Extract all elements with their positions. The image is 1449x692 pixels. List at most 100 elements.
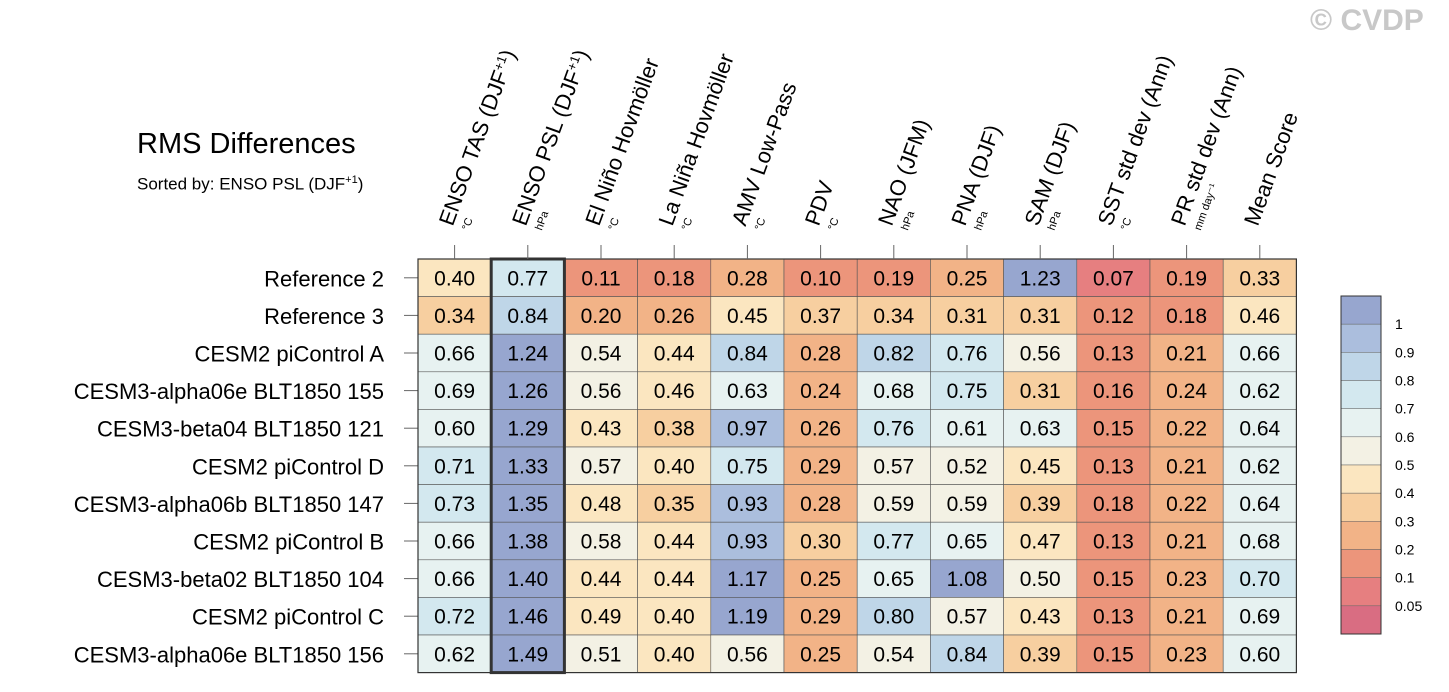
cell-value: 0.25 [800,643,841,666]
cell-value: 0.18 [654,267,695,290]
column-unit: °C [826,216,842,232]
cell-value: 0.28 [727,267,768,290]
cell-value: 0.56 [1020,343,1061,366]
cell-value: 0.12 [1093,305,1134,328]
heatmap-cell [783,258,858,297]
heatmap-cell [564,484,638,523]
colorbar-segment [1340,380,1382,409]
colorbar-segment [1340,295,1382,325]
cell-value: 0.10 [800,267,841,290]
heatmap-cell [1003,371,1078,410]
cell-value: 1.26 [507,380,548,403]
cell-value: 0.16 [1093,380,1134,403]
cell-value: 0.34 [873,305,914,328]
heatmap-cell [856,559,931,598]
heatmap-cell [417,484,492,523]
cell-value: 0.31 [947,305,988,328]
colorbar-segment [1340,436,1382,466]
colorbar-segment [1340,352,1382,381]
cell-value: 0.66 [434,343,475,366]
cell-value: 0.44 [654,568,695,591]
cell-value: 0.68 [873,380,914,403]
heatmap-cell [490,409,565,448]
heatmap-cell [490,446,565,485]
heatmap-cell [1222,559,1297,598]
heatmap-cell [1003,634,1078,673]
colorbar-segment [1340,492,1382,522]
cell-value: 0.84 [727,343,768,366]
heatmap-cell [710,597,785,636]
cell-value: 0.80 [873,606,914,629]
row-label: CESM2 piControl D [192,454,384,479]
heatmap-cell [564,333,638,373]
cell-value: 0.54 [873,643,914,666]
cell-value: 0.23 [1166,643,1207,666]
heatmap-cell [930,597,1004,636]
colorbar-border [1340,295,1382,635]
cell-value: 0.76 [873,418,914,441]
cell-value: 1.29 [507,418,548,441]
column-label: ENSO TAS (DJF+1) [434,46,521,229]
cell-value: 0.45 [727,305,768,328]
heatmap-cell [930,371,1004,410]
cell-value: 0.69 [1239,606,1280,629]
cell-value: 0.66 [1239,343,1280,366]
heatmap-cell [1222,258,1297,297]
heatmap-cell [564,597,638,636]
cell-value: 0.22 [1166,418,1207,441]
heatmap-cell [1076,333,1151,373]
cell-value: 0.26 [654,305,695,328]
cell-value: 0.21 [1166,343,1207,366]
heatmap-cell [1149,559,1224,598]
heatmap-cell [783,296,858,335]
cell-value: 0.77 [507,267,548,290]
heatmap-cell [856,597,931,636]
cell-value: 0.59 [873,493,914,516]
heatmap-cell [1076,258,1151,297]
cell-value: 0.56 [581,380,622,403]
cell-value: 0.23 [1166,568,1207,591]
heatmap-cell [783,371,858,410]
cell-value: 0.82 [873,343,914,366]
cell-value: 0.44 [654,531,695,554]
cell-value: 0.31 [1020,305,1061,328]
row-label: CESM2 piControl C [192,605,384,630]
heatmap-cell [1222,296,1297,335]
heatmap-cell [1003,484,1078,523]
colorbar-label: 0.3 [1395,513,1415,529]
cell-value: 0.21 [1166,455,1207,478]
cell-value: 0.46 [1239,305,1280,328]
colorbar-segment [1340,577,1382,607]
heatmap-cell [930,559,1004,598]
cell-value: 1.33 [507,455,548,478]
cell-value: 0.29 [800,455,841,478]
cell-value: 1.19 [727,606,768,629]
row-label: CESM3-alpha06e BLT1850 155 [74,379,384,404]
cell-value: 0.34 [434,305,475,328]
cell-value: 0.38 [654,418,695,441]
column-unit: °C [680,216,696,232]
cell-value: 0.69 [434,380,475,403]
chart-title: RMS Differences [137,128,356,160]
cell-value: 0.24 [1166,380,1207,403]
heatmap-cell [1149,521,1224,561]
heatmap-cell [1003,258,1078,297]
heatmap-cell [1003,521,1078,561]
heatmap-cell [637,409,712,448]
cell-value: 0.21 [1166,531,1207,554]
cell-value: 0.22 [1166,493,1207,516]
colorbar-label: 0.05 [1395,598,1422,614]
cell-value: 1.46 [507,606,548,629]
cell-value: 0.19 [1166,267,1207,290]
cell-value: 0.66 [434,568,475,591]
column-unit: °C [460,216,476,232]
heatmap-cell [564,634,638,673]
cell-value: 0.63 [1020,418,1061,441]
cell-value: 0.63 [727,380,768,403]
cell-value: 0.39 [1020,643,1061,666]
cell-value: 0.52 [947,455,988,478]
cell-value: 0.65 [947,531,988,554]
heatmap-cell [1003,296,1078,335]
cell-value: 0.43 [581,418,622,441]
